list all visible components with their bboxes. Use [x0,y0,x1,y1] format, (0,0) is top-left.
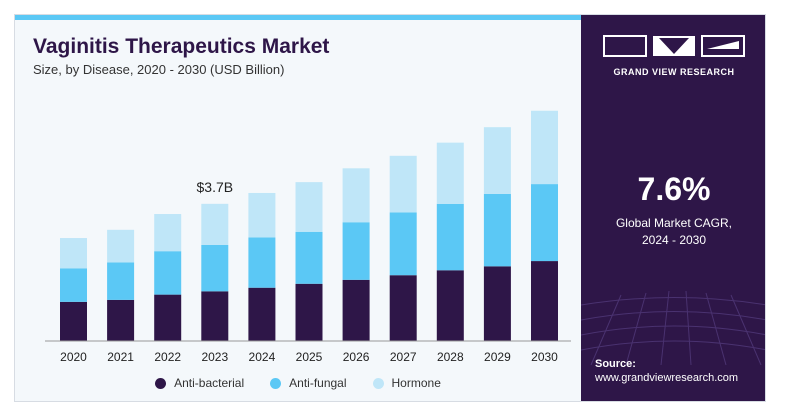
bar-hormone-2028 [436,142,464,204]
legend-label-anti-bacterial: Anti-bacterial [174,376,245,390]
cagr-label: Global Market CAGR, 2024 - 2030 [581,215,765,249]
legend-label-anti-fungal: Anti-fungal [289,376,347,390]
logo-mark-icon [603,35,745,57]
x-tick-label-2028: 2028 [437,350,464,364]
bar-anti-fungal-2025 [295,231,323,284]
source-label: Source: [595,358,636,370]
bar-anti-bacterial-2023 [201,291,229,341]
bar-anti-fungal-2021 [107,262,135,300]
bar-anti-fungal-2022 [154,251,182,295]
legend-swatch-anti-fungal [270,377,282,389]
x-tick-label-2026: 2026 [343,350,370,364]
legend-item-hormone: Hormone [372,376,441,390]
bar-anti-fungal-2023 [201,244,229,292]
bar-anti-bacterial-2028 [436,270,464,341]
bar-anti-fungal-2027 [389,212,417,276]
legend: Anti-bacterial Anti-fungal Hormone [15,376,581,390]
bar-hormone-2020 [60,238,87,269]
bar-anti-fungal-2020 [60,268,87,302]
x-tick-label-2021: 2021 [107,350,134,364]
cagr-label-line1: Global Market CAGR, [615,216,733,230]
source-block: Source: www.grandviewresearch.com [595,357,738,385]
info-panel: GRAND VIEW RESEARCH 7.6% Global Market C… [581,15,765,401]
bar-hormone-2026 [342,168,370,223]
data-label-2023: $3.7B [197,179,234,195]
bar-anti-fungal-2029 [483,193,511,267]
bar-anti-bacterial-2024 [248,287,276,341]
bar-anti-bacterial-2025 [295,283,323,341]
bar-hormone-2025 [295,182,323,232]
top-accent-bar [15,15,581,20]
x-tick-label-2020: 2020 [60,350,87,364]
bar-anti-bacterial-2029 [483,266,511,341]
brand-logo [603,35,745,59]
decorative-grid-icon [581,290,765,365]
x-tick-label-2022: 2022 [154,350,181,364]
bar-hormone-2021 [107,229,135,263]
bar-anti-fungal-2026 [342,222,370,280]
cagr-value: 7.6% [637,171,711,207]
cagr-label-line2: 2024 - 2030 [641,233,707,247]
bar-anti-bacterial-2022 [154,294,182,341]
bar-anti-bacterial-2030 [531,261,558,341]
x-tick-label-2024: 2024 [249,350,276,364]
chart-panel: Vaginitis Therapeutics Market Size, by D… [15,15,581,401]
bar-hormone-2029 [483,127,511,194]
bar-hormone-2024 [248,192,276,238]
bar-anti-bacterial-2026 [342,279,370,341]
legend-item-anti-fungal: Anti-fungal [270,376,347,390]
bar-anti-bacterial-2027 [389,275,417,341]
x-tick-label-2027: 2027 [390,350,417,364]
bar-hormone-2023 [201,203,229,245]
bar-anti-fungal-2028 [436,203,464,271]
x-tick-label-2030: 2030 [531,350,558,364]
x-tick-label-2029: 2029 [484,350,511,364]
bar-hormone-2027 [389,155,417,213]
stacked-bar-chart: 2020 2021 2022 2023 $3.7B 2024 2025 2026 2027 202… [45,110,571,364]
chart-title: Vaginitis Therapeutics Market [33,35,330,58]
bar-anti-bacterial-2020 [60,301,87,341]
bar-hormone-2030 [531,110,558,185]
bar-anti-bacterial-2021 [107,299,135,341]
legend-swatch-hormone [372,377,384,389]
legend-swatch-anti-bacterial [155,377,167,389]
legend-label-hormone: Hormone [391,376,441,390]
x-tick-label-2025: 2025 [296,350,323,364]
bar-anti-fungal-2024 [248,237,276,288]
bar-anti-fungal-2030 [531,184,558,262]
x-tick-label-2023: 2023 [201,350,228,364]
bar-hormone-2022 [154,214,182,252]
source-url[interactable]: www.grandviewresearch.com [595,372,739,384]
chart-subtitle: Size, by Disease, 2020 - 2030 (USD Billi… [33,62,285,77]
brand-name: GRAND VIEW RESEARCH [613,67,735,77]
chart-card: Vaginitis Therapeutics Market Size, by D… [14,14,766,402]
legend-item-anti-bacterial: Anti-bacterial [155,376,244,390]
